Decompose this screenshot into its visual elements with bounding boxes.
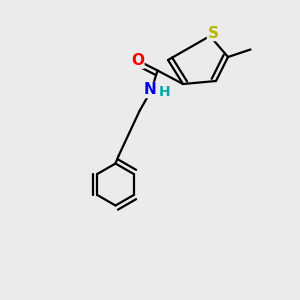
Text: S: S [208, 26, 218, 40]
Text: O: O [131, 53, 144, 68]
Text: H: H [159, 85, 171, 98]
Text: N: N [144, 82, 156, 98]
